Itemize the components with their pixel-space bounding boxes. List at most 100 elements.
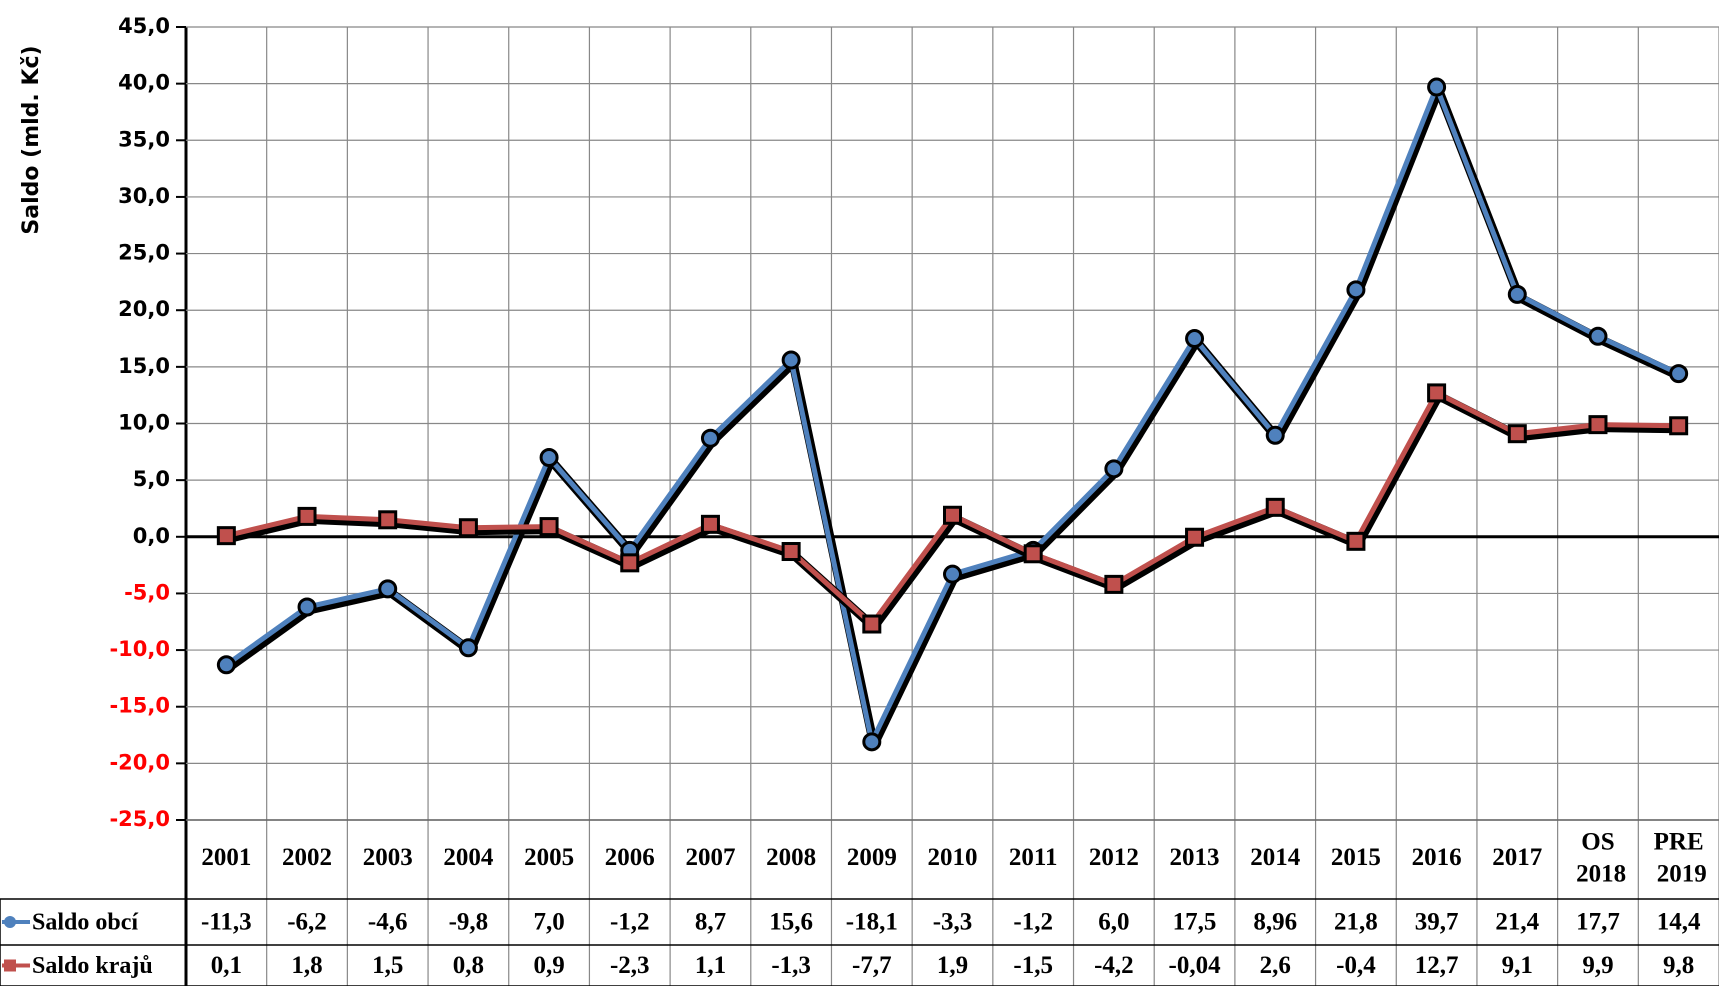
x-tick-label-line: PRE bbox=[1654, 828, 1704, 855]
x-tick-label: 2003 bbox=[363, 844, 413, 871]
marker bbox=[620, 553, 640, 573]
y-tick-label: -10,0 bbox=[109, 637, 170, 661]
marker bbox=[781, 542, 801, 562]
marker bbox=[1104, 574, 1124, 594]
marker bbox=[1185, 329, 1205, 349]
marker bbox=[458, 518, 478, 538]
data-label: 2,6 bbox=[1260, 952, 1291, 979]
marker bbox=[1104, 459, 1124, 479]
marker bbox=[1265, 425, 1285, 445]
marker bbox=[297, 597, 317, 617]
marker bbox=[1588, 415, 1608, 435]
x-tick-label: 2010 bbox=[928, 844, 978, 871]
data-label: -1,2 bbox=[610, 909, 650, 936]
data-label: 14,4 bbox=[1657, 909, 1701, 936]
x-tick-label: PRE 2019 bbox=[1651, 828, 1707, 887]
x-tick-label: 2012 bbox=[1089, 844, 1139, 871]
x-tick-label-line: OS bbox=[1581, 828, 1614, 855]
data-label: 6,0 bbox=[1098, 909, 1129, 936]
data-label: -3,3 bbox=[933, 909, 973, 936]
marker bbox=[1265, 497, 1285, 517]
data-label: 1,1 bbox=[695, 952, 726, 979]
y-tick-label: -15,0 bbox=[109, 694, 170, 718]
data-label: 39,7 bbox=[1415, 909, 1459, 936]
marker bbox=[1507, 424, 1527, 444]
x-tick-label: 2015 bbox=[1331, 844, 1381, 871]
x-tick-label: 2016 bbox=[1412, 844, 1462, 871]
data-label: 9,9 bbox=[1582, 952, 1613, 979]
marker bbox=[1427, 383, 1447, 403]
marker bbox=[1507, 284, 1527, 304]
y-tick-label: 20,0 bbox=[118, 297, 170, 321]
y-tick-label: 25,0 bbox=[118, 241, 170, 265]
y-tick-label: -5,0 bbox=[124, 580, 170, 604]
marker bbox=[216, 655, 236, 675]
y-tick-label: 45,0 bbox=[118, 14, 170, 38]
y-axis-label: Saldo (mld. Kč) bbox=[19, 45, 44, 234]
data-label: 9,1 bbox=[1502, 952, 1533, 979]
y-tick-label: 35,0 bbox=[118, 127, 170, 151]
legend-label: Saldo obcí bbox=[32, 910, 138, 936]
data-label: -18,1 bbox=[846, 909, 898, 936]
marker bbox=[1346, 531, 1366, 551]
data-label: 1,9 bbox=[937, 952, 968, 979]
data-label: 8,96 bbox=[1253, 909, 1297, 936]
marker bbox=[1669, 416, 1689, 436]
x-tick-label-line: 2018 bbox=[1570, 860, 1626, 887]
marker bbox=[943, 505, 962, 525]
marker bbox=[458, 638, 478, 658]
y-tick-label: 5,0 bbox=[133, 467, 170, 491]
data-label: 0,9 bbox=[533, 952, 564, 979]
x-tick-label: 2001 bbox=[201, 844, 251, 871]
legend-marker bbox=[4, 916, 16, 928]
x-tick-label: 2009 bbox=[847, 844, 897, 871]
marker bbox=[862, 614, 882, 634]
data-label: 21,4 bbox=[1495, 909, 1539, 936]
data-label: -11,3 bbox=[201, 909, 252, 936]
marker bbox=[1185, 527, 1205, 547]
marker bbox=[539, 517, 559, 537]
data-label: 0,8 bbox=[453, 952, 484, 979]
data-label: -4,2 bbox=[1094, 952, 1134, 979]
y-tick-label: 15,0 bbox=[118, 354, 170, 378]
data-label: 1,5 bbox=[372, 952, 403, 979]
y-tick-label: 10,0 bbox=[118, 411, 170, 435]
marker bbox=[1669, 364, 1689, 384]
x-tick-label: 2011 bbox=[1009, 844, 1058, 871]
x-tick-label: 2007 bbox=[685, 844, 735, 871]
data-label: 8,7 bbox=[695, 909, 726, 936]
marker bbox=[1588, 326, 1608, 346]
x-tick-label: 2005 bbox=[524, 844, 574, 871]
data-label: -1,2 bbox=[1013, 909, 1053, 936]
marker bbox=[378, 510, 398, 530]
marker bbox=[700, 514, 720, 534]
data-label: -7,7 bbox=[852, 952, 892, 979]
data-label: 1,8 bbox=[291, 952, 322, 979]
data-label: -9,8 bbox=[449, 909, 489, 936]
legend-marker bbox=[4, 959, 16, 972]
data-label: 15,6 bbox=[769, 909, 813, 936]
legend-label: Saldo krajů bbox=[32, 953, 153, 979]
data-label: 17,7 bbox=[1576, 909, 1620, 936]
marker bbox=[943, 564, 962, 584]
marker bbox=[1346, 280, 1366, 300]
data-label: 12,7 bbox=[1415, 952, 1459, 979]
marker bbox=[781, 350, 801, 370]
x-tick-label: 2014 bbox=[1250, 844, 1301, 871]
line bbox=[224, 84, 1680, 745]
data-label: 9,8 bbox=[1663, 952, 1694, 979]
data-label: -1,5 bbox=[1013, 952, 1053, 979]
marker bbox=[539, 447, 559, 467]
marker bbox=[1427, 77, 1447, 97]
x-tick-label: 2004 bbox=[443, 844, 494, 871]
data-label: 17,5 bbox=[1173, 909, 1217, 936]
data-label: -6,2 bbox=[287, 909, 327, 936]
y-tick-label: -20,0 bbox=[109, 750, 170, 774]
marker bbox=[216, 526, 236, 546]
x-tick-label: 2013 bbox=[1170, 844, 1220, 871]
data-label: 21,8 bbox=[1334, 909, 1378, 936]
marker bbox=[378, 579, 398, 599]
marker bbox=[700, 428, 720, 448]
x-tick-label: 2006 bbox=[605, 844, 655, 871]
